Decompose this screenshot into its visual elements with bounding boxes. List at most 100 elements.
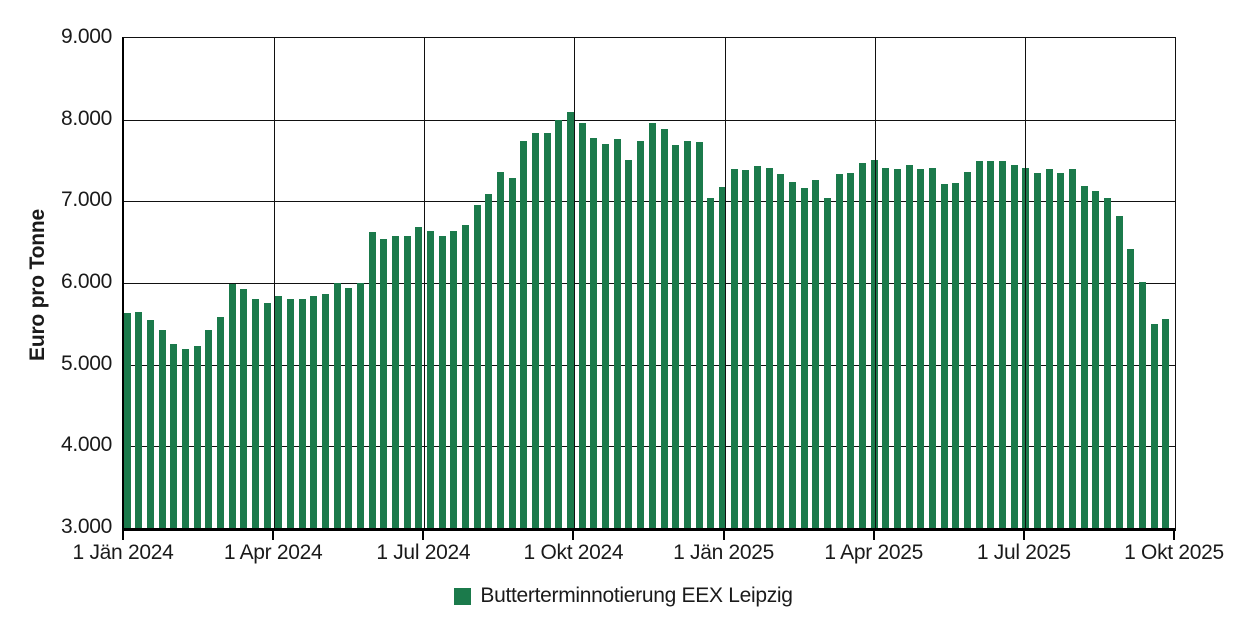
- bar: [893, 169, 901, 528]
- bar: [672, 144, 680, 528]
- bar: [415, 226, 423, 528]
- bar: [800, 188, 808, 528]
- bar: [158, 330, 166, 528]
- bar: [1080, 185, 1088, 528]
- x-tick-label: 1 Jän 2025: [673, 541, 775, 564]
- bar: [987, 161, 995, 528]
- bar: [637, 140, 645, 528]
- bar: [170, 344, 178, 528]
- bar: [777, 173, 785, 528]
- bar: [193, 345, 201, 528]
- bar: [660, 128, 668, 528]
- y-tick-label: 6.000: [60, 270, 112, 293]
- bar: [333, 283, 341, 528]
- x-gridline: [1024, 38, 1026, 528]
- bar: [485, 193, 493, 528]
- bar: [532, 132, 540, 528]
- bar: [286, 299, 294, 528]
- bar: [625, 159, 633, 528]
- bar: [695, 141, 703, 528]
- bar: [602, 144, 610, 528]
- y-tick-label: 9.000: [60, 25, 112, 48]
- x-tick: [272, 531, 275, 540]
- y-tick-label: 7.000: [60, 188, 112, 212]
- bar: [181, 349, 189, 528]
- y-gridline: [124, 119, 1175, 121]
- bar: [823, 198, 831, 528]
- bar: [683, 140, 691, 528]
- bar: [613, 139, 621, 528]
- x-tick-label: 1 Jul 2024: [376, 541, 471, 564]
- bar: [1045, 169, 1053, 528]
- bar: [590, 137, 598, 528]
- bar: [835, 174, 843, 528]
- x-tick: [422, 531, 425, 540]
- bar: [146, 319, 154, 528]
- bar: [1069, 169, 1077, 528]
- bar: [905, 164, 913, 528]
- x-gridline: [424, 38, 426, 528]
- x-tick: [1022, 531, 1025, 540]
- bar: [718, 186, 726, 528]
- bar: [450, 230, 458, 528]
- bar: [251, 298, 259, 528]
- bar: [345, 287, 353, 528]
- bar: [473, 204, 481, 528]
- bar: [275, 296, 283, 528]
- bar: [1010, 164, 1018, 528]
- x-tick-label: 1 Jän 2024: [72, 541, 174, 564]
- bar: [999, 161, 1007, 528]
- x-gridline: [724, 38, 726, 528]
- x-tick: [572, 531, 575, 540]
- bar: [858, 162, 866, 528]
- bar: [298, 298, 306, 528]
- legend: Butterterminnotierung EEX Leipzig: [0, 584, 1247, 608]
- bar: [1022, 167, 1030, 528]
- y-tick-label: 8.000: [60, 106, 112, 130]
- bar: [882, 167, 890, 528]
- bar: [847, 172, 855, 528]
- bar: [438, 235, 446, 528]
- legend-swatch: [454, 587, 472, 605]
- bar: [497, 171, 505, 528]
- bar: [228, 283, 236, 528]
- x-gridline: [574, 38, 576, 528]
- bar: [263, 303, 271, 528]
- bar: [310, 296, 318, 528]
- bar: [730, 169, 738, 528]
- bar: [1127, 248, 1135, 528]
- y-tick-label: 5.000: [60, 351, 112, 375]
- bar: [1092, 190, 1100, 528]
- x-tick-label: 1 Jul 2025: [976, 541, 1071, 564]
- bar: [1115, 216, 1123, 528]
- bar: [1057, 172, 1065, 528]
- bar: [707, 198, 715, 528]
- bar: [462, 225, 470, 528]
- bar: [356, 283, 364, 528]
- bar: [929, 167, 936, 528]
- bar: [380, 238, 388, 528]
- plot-area: [122, 37, 1176, 531]
- bar: [1034, 172, 1042, 528]
- bar: [123, 313, 131, 528]
- legend-label: Butterterminnotierung EEX Leipzig: [480, 584, 793, 607]
- bar: [765, 167, 773, 528]
- bar: [216, 317, 224, 528]
- x-tick-label: 1 Apr 2024: [223, 541, 323, 564]
- x-tick: [722, 531, 725, 540]
- bar: [205, 329, 213, 528]
- bar: [427, 230, 435, 528]
- bar: [753, 166, 761, 528]
- bar: [648, 122, 656, 528]
- x-gridline: [274, 38, 276, 528]
- bar: [520, 140, 528, 528]
- bar: [812, 180, 820, 528]
- y-tick-label: 4.000: [60, 433, 112, 457]
- bar: [403, 235, 411, 528]
- bar: [1162, 318, 1170, 528]
- bar: [1104, 198, 1112, 528]
- bar: [543, 132, 551, 528]
- bar: [975, 161, 983, 528]
- bar: [508, 178, 516, 528]
